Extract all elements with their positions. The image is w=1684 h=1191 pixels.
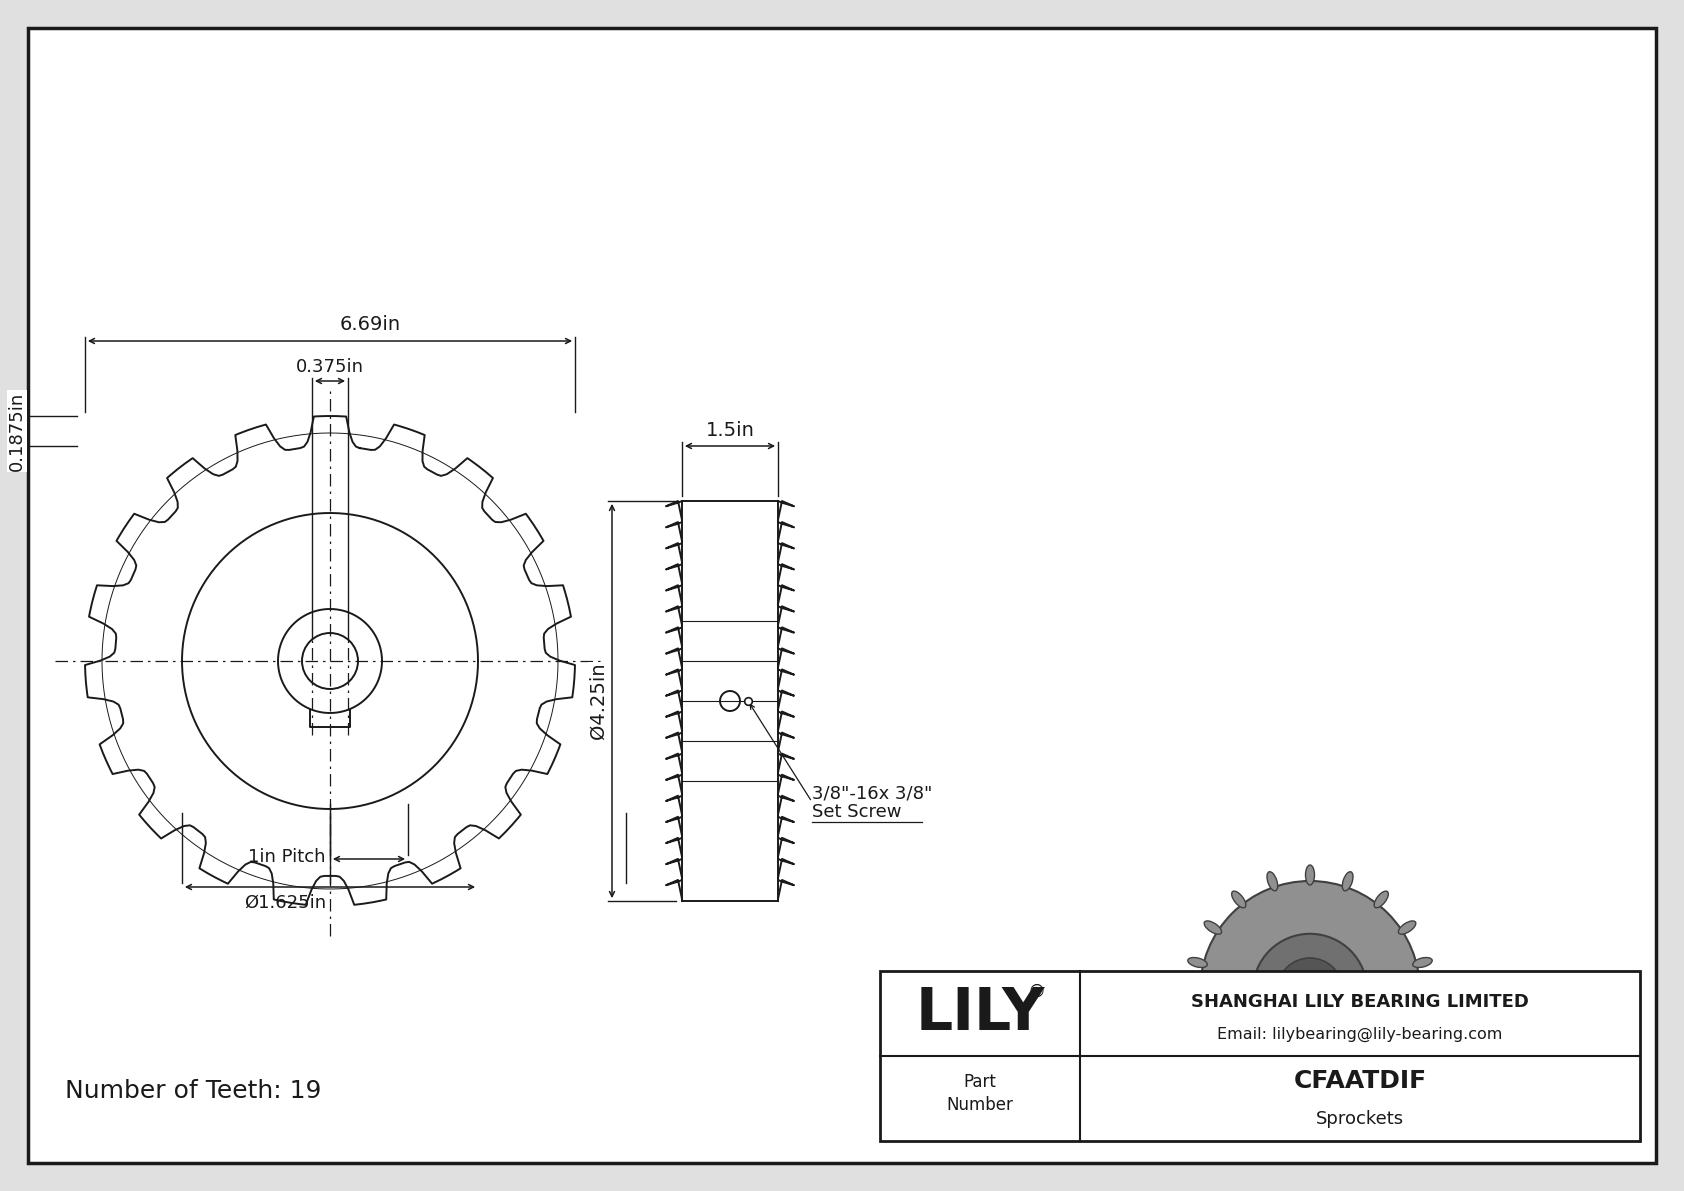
Circle shape [1201,881,1420,1100]
Text: 1.5in: 1.5in [706,422,754,441]
Ellipse shape [1248,1084,1261,1102]
Text: Set Screw: Set Screw [812,803,901,821]
Ellipse shape [1398,921,1416,934]
Ellipse shape [1406,1031,1426,1043]
Text: CFAATDIF: CFAATDIF [1293,1070,1426,1093]
Text: Email: lilybearing@lily-bearing.com: Email: lilybearing@lily-bearing.com [1218,1027,1502,1041]
Ellipse shape [1287,1096,1295,1115]
Circle shape [1300,975,1327,1002]
Text: Part
Number: Part Number [946,1073,1014,1115]
Ellipse shape [1324,1096,1334,1115]
Text: Sprockets: Sprockets [1315,1110,1404,1128]
Text: 6.69in: 6.69in [340,316,401,335]
Ellipse shape [1359,1084,1371,1102]
Ellipse shape [1231,891,1246,908]
Ellipse shape [1266,872,1278,891]
Text: 1in Pitch: 1in Pitch [248,848,325,866]
Ellipse shape [1413,958,1431,967]
Text: LILY: LILY [916,985,1044,1042]
Text: 0.375in: 0.375in [296,358,364,376]
Ellipse shape [1342,872,1352,891]
Ellipse shape [1218,1062,1233,1077]
Circle shape [1253,934,1367,1048]
Text: SHANGHAI LILY BEARING LIMITED: SHANGHAI LILY BEARING LIMITED [1191,992,1529,1011]
Text: 0.1875in: 0.1875in [8,392,25,470]
Text: ®: ® [1027,983,1046,1000]
Ellipse shape [1184,996,1204,1005]
Ellipse shape [1416,996,1435,1005]
Ellipse shape [1305,865,1315,885]
Text: Ø4.25in: Ø4.25in [588,662,608,740]
Ellipse shape [1204,921,1221,934]
Circle shape [1276,958,1344,1024]
Text: Ø1.625in: Ø1.625in [244,894,327,912]
Text: Number of Teeth: 19: Number of Teeth: 19 [66,1079,322,1103]
Ellipse shape [1388,1062,1403,1077]
Ellipse shape [1194,1031,1212,1043]
Ellipse shape [1187,958,1207,967]
Circle shape [1218,898,1420,1100]
Text: 3/8"-16x 3/8": 3/8"-16x 3/8" [812,785,933,803]
Bar [881,971,1640,1141]
Ellipse shape [1374,891,1388,908]
